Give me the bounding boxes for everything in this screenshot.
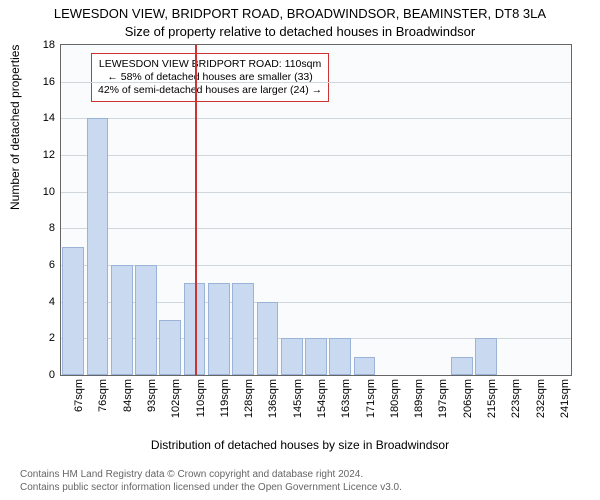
chart-title-line1: LEWESDON VIEW, BRIDPORT ROAD, BROADWINDS… [0, 6, 600, 21]
x-tick-label: 119sqm [219, 379, 231, 417]
x-tick-label: 241sqm [559, 379, 571, 418]
chart-title-line2: Size of property relative to detached ho… [0, 24, 600, 39]
footer-line1: Contains HM Land Registry data © Crown c… [20, 468, 402, 481]
x-tick-label: 145sqm [292, 379, 304, 418]
x-tick-label: 136sqm [267, 379, 279, 418]
chart-container: LEWESDON VIEW, BRIDPORT ROAD, BROADWINDS… [0, 0, 600, 500]
gridline [61, 118, 571, 119]
x-tick-label: 232sqm [535, 379, 547, 418]
y-tick-label: 0 [49, 369, 55, 381]
y-tick-label: 6 [49, 259, 55, 271]
y-tick-label: 14 [43, 112, 55, 124]
histogram-bar [305, 338, 327, 375]
y-tick-label: 4 [49, 296, 55, 308]
annotation-line1: LEWESDON VIEW BRIDPORT ROAD: 110sqm [98, 58, 322, 71]
y-tick-label: 16 [43, 76, 55, 88]
gridline [61, 82, 571, 83]
x-tick-label: 215sqm [486, 379, 498, 418]
histogram-plot-area: LEWESDON VIEW BRIDPORT ROAD: 110sqm ← 58… [60, 44, 572, 376]
histogram-bar [354, 357, 376, 375]
x-tick-label: 93sqm [146, 379, 158, 412]
histogram-bar [451, 357, 473, 375]
x-tick-label: 102sqm [170, 379, 182, 418]
x-tick-label: 84sqm [122, 379, 134, 412]
histogram-bar [257, 302, 279, 375]
x-tick-label: 76sqm [97, 379, 109, 412]
histogram-bar [208, 283, 230, 375]
gridline [61, 192, 571, 193]
x-tick-label: 171sqm [365, 379, 377, 418]
y-axis-label: Number of detached properties [8, 45, 22, 210]
annotation-line3: 42% of semi-detached houses are larger (… [98, 84, 322, 97]
histogram-bar [62, 247, 84, 375]
x-axis-label: Distribution of detached houses by size … [0, 438, 600, 452]
y-tick-label: 2 [49, 332, 55, 344]
histogram-bar [329, 338, 351, 375]
x-tick-label: 206sqm [462, 379, 474, 418]
x-tick-label: 154sqm [316, 379, 328, 418]
histogram-bar [111, 265, 133, 375]
footer-attribution: Contains HM Land Registry data © Crown c… [20, 468, 402, 494]
reference-line [195, 45, 197, 375]
reference-annotation-box: LEWESDON VIEW BRIDPORT ROAD: 110sqm ← 58… [91, 53, 329, 102]
histogram-bar [135, 265, 157, 375]
gridline [61, 155, 571, 156]
x-tick-label: 67sqm [73, 379, 85, 412]
x-tick-label: 128sqm [243, 379, 255, 418]
x-tick-label: 189sqm [413, 379, 425, 418]
gridline [61, 228, 571, 229]
histogram-bar [281, 338, 303, 375]
y-tick-label: 18 [43, 39, 55, 51]
histogram-bar [232, 283, 254, 375]
x-tick-label: 110sqm [195, 379, 207, 417]
footer-line2: Contains public sector information licen… [20, 481, 402, 494]
histogram-bar [159, 320, 181, 375]
x-tick-label: 223sqm [510, 379, 522, 418]
y-tick-label: 12 [43, 149, 55, 161]
x-tick-label: 163sqm [340, 379, 352, 418]
y-tick-label: 10 [43, 186, 55, 198]
y-tick-label: 8 [49, 222, 55, 234]
x-tick-label: 197sqm [437, 379, 449, 418]
x-tick-label: 180sqm [389, 379, 401, 418]
histogram-bar [475, 338, 497, 375]
histogram-bar [87, 118, 109, 375]
